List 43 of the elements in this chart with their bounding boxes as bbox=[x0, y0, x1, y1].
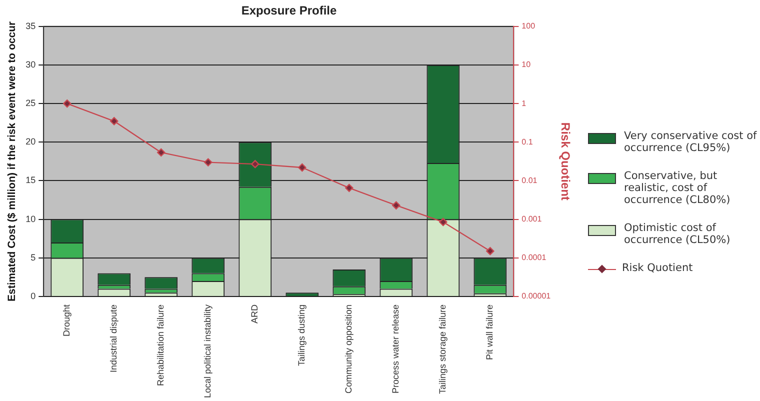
y-tick-label: 5 bbox=[30, 252, 36, 262]
point bbox=[251, 160, 260, 168]
y2-tick-label: 0.0001 bbox=[522, 253, 547, 262]
legend-label: Risk Quotient bbox=[622, 262, 693, 274]
point bbox=[157, 148, 166, 157]
y-tick-label: 25 bbox=[26, 98, 36, 108]
x-tick-label: Rehabilitation failure bbox=[156, 304, 166, 386]
y-axis-title: Estimated Cost ($ million) if the risk event were to occur bbox=[6, 21, 18, 302]
y2-tick-label: 0.00001 bbox=[522, 292, 552, 301]
y-tick-label: 0 bbox=[30, 290, 36, 301]
legend-label: Very conservative cost of occurrence (CL95%) bbox=[624, 130, 758, 154]
point bbox=[439, 218, 448, 226]
y-tick-label: 30 bbox=[26, 59, 36, 70]
y2-tick-label: 0.001 bbox=[522, 214, 542, 224]
y2-tick-label: 10 bbox=[522, 60, 532, 70]
x-tick-label: Industrial dispute bbox=[108, 304, 119, 372]
x-tick-label: Community opposition bbox=[344, 304, 354, 394]
y2-tick-label: 1 bbox=[522, 98, 527, 108]
x-tick-label: Local political instability bbox=[202, 304, 213, 398]
y2-axis-title: Risk Quotient bbox=[558, 122, 572, 200]
chart-title: Exposure Profile bbox=[241, 4, 337, 18]
y-tick-label: 10 bbox=[26, 214, 36, 224]
legend-label: Optimistic cost of occurrence (CL50%) bbox=[624, 222, 732, 246]
x-tick-label: Process water release bbox=[390, 304, 401, 394]
x-tick-label: Tailings storage failure bbox=[438, 304, 448, 394]
point bbox=[63, 99, 72, 108]
y-tick-label: 35 bbox=[26, 20, 36, 31]
y2-tick-label: 0.01 bbox=[522, 176, 538, 185]
y2-tick-label: 100 bbox=[522, 22, 536, 31]
y2-tick-label: 0.1 bbox=[522, 137, 534, 146]
x-tick-label: Drought bbox=[62, 304, 72, 336]
point bbox=[345, 184, 354, 192]
x-tick-label: Pit wall failure bbox=[484, 304, 495, 360]
point bbox=[110, 117, 118, 126]
point bbox=[392, 201, 400, 210]
x-tick-label: ARD bbox=[250, 304, 260, 324]
x-tick-label: Tailings dusting bbox=[296, 304, 307, 366]
point bbox=[298, 163, 306, 172]
legend-label: Conservative, but realistic, cost of occurrence (CL80%) bbox=[624, 170, 732, 206]
y-tick-label: 20 bbox=[26, 136, 36, 147]
y-tick-label: 15 bbox=[26, 175, 36, 186]
point bbox=[204, 158, 212, 166]
point bbox=[486, 246, 494, 256]
